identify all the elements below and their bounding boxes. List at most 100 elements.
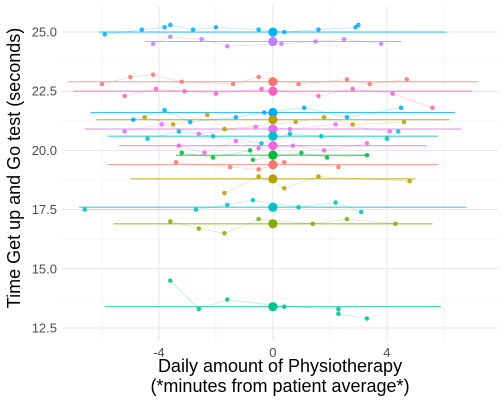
data-point [296, 204, 301, 210]
data-point [324, 155, 330, 160]
data-point [393, 221, 398, 227]
y-axis-title: Time Get up and Go test (seconds) [4, 28, 24, 308]
data-point [398, 105, 404, 111]
patient-trace-line [144, 114, 405, 130]
data-point [196, 131, 202, 137]
data-point [259, 86, 264, 92]
data-point [316, 93, 321, 99]
data-point [310, 221, 316, 227]
patient-mean-point [268, 160, 278, 170]
data-point [281, 185, 287, 191]
data-point [182, 88, 187, 94]
patient-trace-line [170, 218, 396, 234]
patient-trace-line [153, 36, 382, 47]
data-point [213, 91, 219, 96]
data-point [247, 148, 253, 153]
data-point [196, 226, 202, 231]
data-point [253, 124, 259, 130]
data-point [122, 93, 127, 99]
data-point [193, 207, 199, 212]
data-point [213, 25, 219, 30]
y-tick-label: 20.0 [32, 143, 57, 158]
data-point [196, 306, 202, 312]
data-point [319, 133, 324, 139]
data-point [316, 27, 321, 32]
patient-mean-point [268, 107, 278, 118]
data-point [262, 110, 267, 115]
data-point [333, 122, 338, 127]
x-tick-label: 0 [269, 345, 276, 360]
data-point [364, 316, 370, 321]
patient-trace-line [133, 107, 402, 123]
data-point [367, 81, 373, 87]
data-point [287, 131, 293, 137]
patient-mean-point [268, 131, 278, 141]
data-point [321, 148, 327, 153]
data-point [358, 209, 364, 215]
data-point [167, 22, 173, 28]
data-point [281, 304, 287, 309]
y-tick-label: 22.5 [32, 84, 57, 99]
patient-mean-point [268, 202, 278, 212]
data-point [130, 117, 136, 122]
patient-mean-point [268, 124, 278, 134]
x-axis-title-line1: Daily amount of Physiotherapy [158, 356, 402, 376]
data-point [279, 41, 284, 47]
patient-mean-point [268, 141, 278, 151]
grid-lines [62, 6, 498, 341]
data-point [301, 105, 307, 111]
data-point [344, 114, 350, 120]
patient-means [268, 27, 278, 312]
data-point [336, 306, 341, 312]
data-point [341, 36, 347, 42]
data-point [430, 105, 435, 111]
data-point [333, 200, 338, 205]
data-point [350, 86, 355, 92]
data-point [128, 74, 133, 80]
y-tick-label: 17.5 [32, 202, 57, 217]
patient-mean-point [268, 150, 278, 160]
data-point [82, 207, 88, 212]
data-point [364, 141, 370, 146]
data-point [321, 114, 327, 120]
data-point [179, 150, 184, 156]
patient-mean-point [268, 86, 278, 96]
patient-mean-point [268, 302, 278, 312]
data-point [256, 74, 261, 80]
data-point [316, 174, 321, 179]
x-tick-label: -4 [153, 345, 165, 360]
data-point [384, 136, 390, 141]
data-point [250, 157, 256, 163]
data-point [162, 25, 167, 30]
data-point [179, 79, 184, 85]
data-point [378, 41, 384, 47]
data-point [167, 278, 173, 283]
data-point [387, 129, 393, 134]
y-tick-label: 12.5 [32, 320, 57, 335]
data-point [167, 34, 173, 40]
data-point [344, 216, 350, 222]
data-point [167, 219, 173, 224]
data-point [142, 114, 147, 120]
data-point [281, 29, 287, 35]
data-point [390, 91, 395, 96]
patient-mean-point [268, 27, 278, 37]
data-point [222, 126, 227, 132]
data-point [233, 114, 239, 120]
data-point [224, 43, 230, 49]
data-point [336, 164, 341, 170]
data-point [210, 133, 216, 139]
patient-mean-point [268, 36, 278, 47]
patient-traces [84, 24, 433, 319]
y-tick-label: 25.0 [32, 25, 57, 40]
data-point [99, 81, 105, 87]
data-point [176, 143, 182, 148]
data-point [176, 129, 182, 134]
data-point [102, 32, 108, 37]
data-point [256, 145, 261, 151]
data-point [139, 27, 145, 32]
data-point [407, 178, 412, 184]
data-point [227, 164, 233, 170]
data-point [344, 77, 350, 82]
data-point [224, 202, 230, 208]
